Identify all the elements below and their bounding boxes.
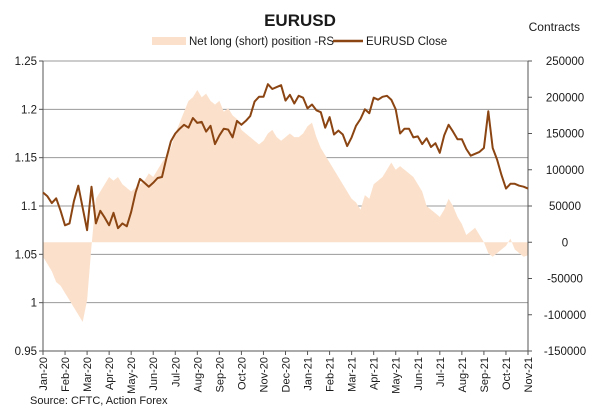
x-tick-label: Feb-21 [325,357,337,392]
eurusd-close-line [42,83,529,232]
x-tick-label: Jan-20 [38,357,50,391]
x-tick-label: Apr-21 [369,357,381,390]
left-tick-label: 1.25 [15,56,37,68]
left-tick-label: 1 [31,298,37,310]
x-tick-label: Feb-20 [60,357,72,392]
x-tick-label: Sep-20 [214,357,226,392]
right-tick-label: 200000 [546,92,584,104]
right-tick-label: 0 [562,237,568,249]
net-position-area [43,90,528,322]
right-axis-unit-label: Contracts [529,20,580,34]
right-tick-label: -50000 [547,274,583,286]
x-tick-label: Mar-21 [347,357,359,392]
right-tick-label: -150000 [544,346,586,358]
x-tick-label: Mar-20 [82,357,94,392]
left-tick-label: 1.05 [15,249,37,261]
x-tick-label: Dec-20 [281,357,293,392]
x-tick-label: Apr-20 [104,357,116,390]
right-tick-label: 50000 [549,201,581,213]
x-tick-label: Jul-20 [170,357,182,387]
x-tick-label: Jul-21 [435,357,447,387]
left-tick-label: 0.95 [15,346,37,358]
legend: Net long (short) position -RS EURUSD Clo… [152,36,447,48]
legend-swatch-net-position [152,37,186,45]
x-tick-label: Jan-21 [303,357,315,391]
x-tick-label: Oct-21 [501,357,513,390]
x-tick-label: Sep-21 [479,357,491,392]
right-tick-label: -100000 [544,310,586,322]
right-tick-label: 100000 [546,165,584,177]
source-note: Source: CFTC, Action Forex [30,395,168,407]
left-tick-label: 1.15 [15,153,37,165]
x-tick-label: Jun-21 [413,357,425,391]
x-tick-label: Nov-21 [523,357,535,392]
right-tick-label: 150000 [546,129,584,141]
right-tick-label: 250000 [546,56,584,68]
right-axis-ticks: -150000 -100000 -50000 0 50000 100000 150000 20… [528,56,586,358]
x-tick-label: Nov-20 [259,357,271,392]
x-tick-label: Aug-21 [457,357,469,392]
left-tick-label: 1.2 [21,104,37,116]
x-tick-label: Oct-20 [236,357,248,390]
chart-title: EURUSD [264,11,336,30]
left-axis-ticks: 0.95 1 1.05 1.1 1.15 1.2 1.25 [15,56,43,358]
x-axis-ticks: Jan-20 Feb-20 Mar-20 Apr-20 May-20 Jun-20 Jul-… [38,351,535,394]
left-tick-label: 1.1 [21,201,37,213]
legend-label-net-position: Net long (short) position -RS [189,36,334,48]
x-tick-label: May-20 [126,357,138,394]
x-tick-label: Jun-20 [148,357,160,391]
legend-label-eurusd-close: EURUSD Close [366,36,447,48]
x-tick-label: May-21 [391,357,403,394]
x-tick-label: Aug-20 [192,357,204,392]
